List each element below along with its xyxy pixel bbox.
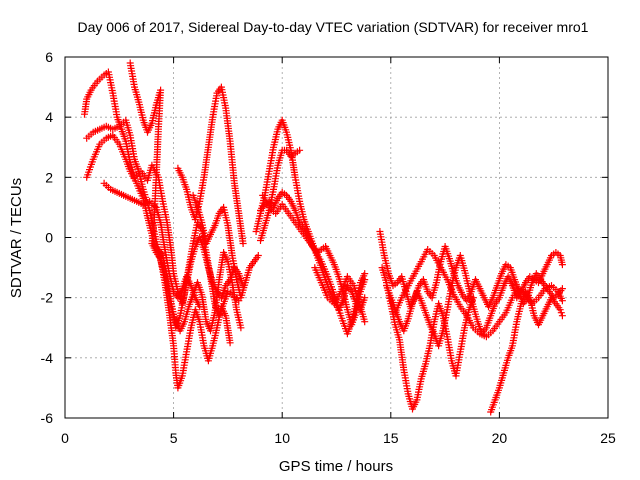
data-point — [558, 312, 566, 320]
y-tick-label: -4 — [41, 350, 54, 366]
series-track-17 — [487, 288, 566, 416]
data-point — [254, 252, 262, 259]
data-marks — [81, 59, 566, 416]
data-point — [558, 297, 566, 305]
x-tick-label: 25 — [600, 430, 616, 446]
x-tick-label: 10 — [274, 430, 290, 446]
y-tick-label: 0 — [45, 230, 53, 246]
series-track-7 — [189, 191, 262, 302]
y-axis-title: SDTVAR / TECUs — [8, 178, 25, 298]
y-tick-label: 6 — [45, 49, 53, 65]
chart-title: Day 006 of 2017, Sidereal Day-to-day VTE… — [78, 19, 589, 35]
series-track-12 — [311, 264, 369, 326]
y-tick-labels: -6 -4 -2 0 2 4 6 — [41, 49, 54, 426]
axis-ticks — [64, 56, 609, 419]
grid-lines — [65, 57, 608, 418]
x-tick-label: 20 — [492, 430, 508, 446]
y-tick-label: 2 — [45, 169, 53, 185]
data-point — [296, 146, 304, 154]
data-point — [361, 270, 369, 278]
data-point — [196, 303, 204, 311]
x-axis-title: GPS time / hours — [279, 458, 393, 475]
data-point — [558, 261, 566, 269]
series-track-4 — [100, 179, 204, 311]
data-point — [361, 294, 369, 302]
data-point — [226, 339, 234, 347]
series-track-16 — [391, 246, 566, 341]
y-tick-label: -2 — [41, 290, 54, 306]
series-track-15 — [383, 249, 566, 350]
x-tick-label: 5 — [170, 430, 178, 446]
x-tick-label: 15 — [383, 430, 399, 446]
series-track-14 — [378, 264, 477, 413]
data-point — [558, 285, 566, 293]
data-point — [557, 309, 565, 317]
y-tick-label: 4 — [45, 109, 53, 125]
data-point — [237, 324, 245, 332]
data-point — [361, 318, 369, 326]
x-tick-labels: 0 5 10 15 20 25 — [61, 430, 616, 446]
series-track-5 — [126, 59, 234, 392]
series-track-6 — [174, 83, 247, 247]
data-point — [556, 306, 564, 314]
y-tick-label: -6 — [41, 410, 54, 426]
series-track-2 — [83, 116, 243, 332]
data-point — [239, 240, 247, 247]
series-track-11 — [259, 191, 369, 338]
x-tick-label: 0 — [61, 430, 69, 446]
